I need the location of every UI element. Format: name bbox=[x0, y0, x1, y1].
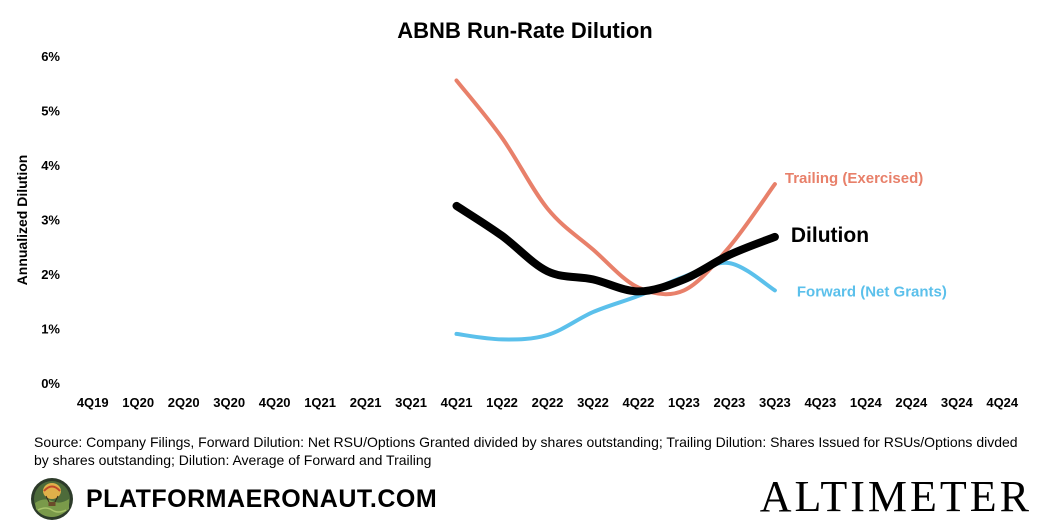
y-tick-label: 3% bbox=[41, 213, 60, 228]
x-tick-label: 4Q21 bbox=[441, 395, 473, 410]
x-axis-ticks: 4Q19 1Q20 2Q20 3Q20 4Q20 1Q21 2Q21 3Q21 4Q21 1Q22… bbox=[77, 395, 1019, 410]
y-tick-label: 5% bbox=[41, 104, 60, 119]
balloon-globe-icon bbox=[31, 478, 73, 520]
x-tick-label: 2Q21 bbox=[350, 395, 382, 410]
x-tick-label: 1Q23 bbox=[668, 395, 700, 410]
series-label-dilution: Dilution bbox=[791, 224, 869, 247]
x-tick-label: 2Q23 bbox=[713, 395, 745, 410]
y-axis-label: Annualized Dilution bbox=[14, 155, 30, 286]
series-lines bbox=[452, 78, 779, 342]
x-tick-label: 3Q24 bbox=[941, 395, 974, 410]
y-tick-label: 1% bbox=[41, 322, 60, 337]
x-tick-label: 2Q20 bbox=[168, 395, 200, 410]
series-label-trailing-exercised: Trailing (Exercised) bbox=[785, 170, 923, 187]
x-tick-label: 3Q20 bbox=[213, 395, 245, 410]
series-labels: Trailing (Exercised) Dilution Forward (Net… bbox=[785, 170, 947, 300]
x-tick-label: 2Q22 bbox=[532, 395, 564, 410]
x-tick-label: 4Q20 bbox=[259, 395, 291, 410]
chart-title: ABNB Run-Rate Dilution bbox=[397, 18, 652, 43]
x-tick-label: 3Q23 bbox=[759, 395, 791, 410]
platformaeronaut-text: PLATFORMAERONAUT.COM bbox=[86, 484, 438, 513]
altimeter-logo: ALTIMETER bbox=[759, 472, 1032, 521]
y-tick-label: 0% bbox=[41, 376, 60, 391]
series-line-dilution bbox=[452, 201, 779, 296]
x-tick-label: 4Q23 bbox=[804, 395, 836, 410]
platformaeronaut-branding: PLATFORMAERONAUT.COM bbox=[30, 476, 437, 522]
series-line-forward-net-grants bbox=[454, 260, 777, 342]
x-tick-label: 4Q22 bbox=[623, 395, 655, 410]
y-tick-label: 6% bbox=[41, 49, 60, 64]
x-tick-label: 3Q21 bbox=[395, 395, 427, 410]
x-tick-label: 3Q22 bbox=[577, 395, 609, 410]
x-tick-label: 1Q24 bbox=[850, 395, 883, 410]
x-tick-label: 4Q19 bbox=[77, 395, 109, 410]
source-note: Source: Company Filings, Forward Dilutio… bbox=[34, 434, 1018, 468]
y-axis-ticks: 0% 1% 2% 3% 4% 5% 6% bbox=[41, 49, 60, 391]
y-tick-label: 2% bbox=[41, 267, 60, 282]
y-tick-label: 4% bbox=[41, 158, 60, 173]
x-tick-label: 1Q22 bbox=[486, 395, 518, 410]
chart: ABNB Run-Rate Dilution Annualized Diluti… bbox=[14, 18, 1019, 410]
x-tick-label: 4Q24 bbox=[986, 395, 1019, 410]
series-line-trailing-exercised bbox=[454, 78, 777, 297]
x-tick-label: 1Q21 bbox=[304, 395, 336, 410]
x-tick-label: 1Q20 bbox=[122, 395, 154, 410]
x-tick-label: 2Q24 bbox=[895, 395, 928, 410]
series-label-forward-net-grants: Forward (Net Grants) bbox=[797, 283, 947, 300]
